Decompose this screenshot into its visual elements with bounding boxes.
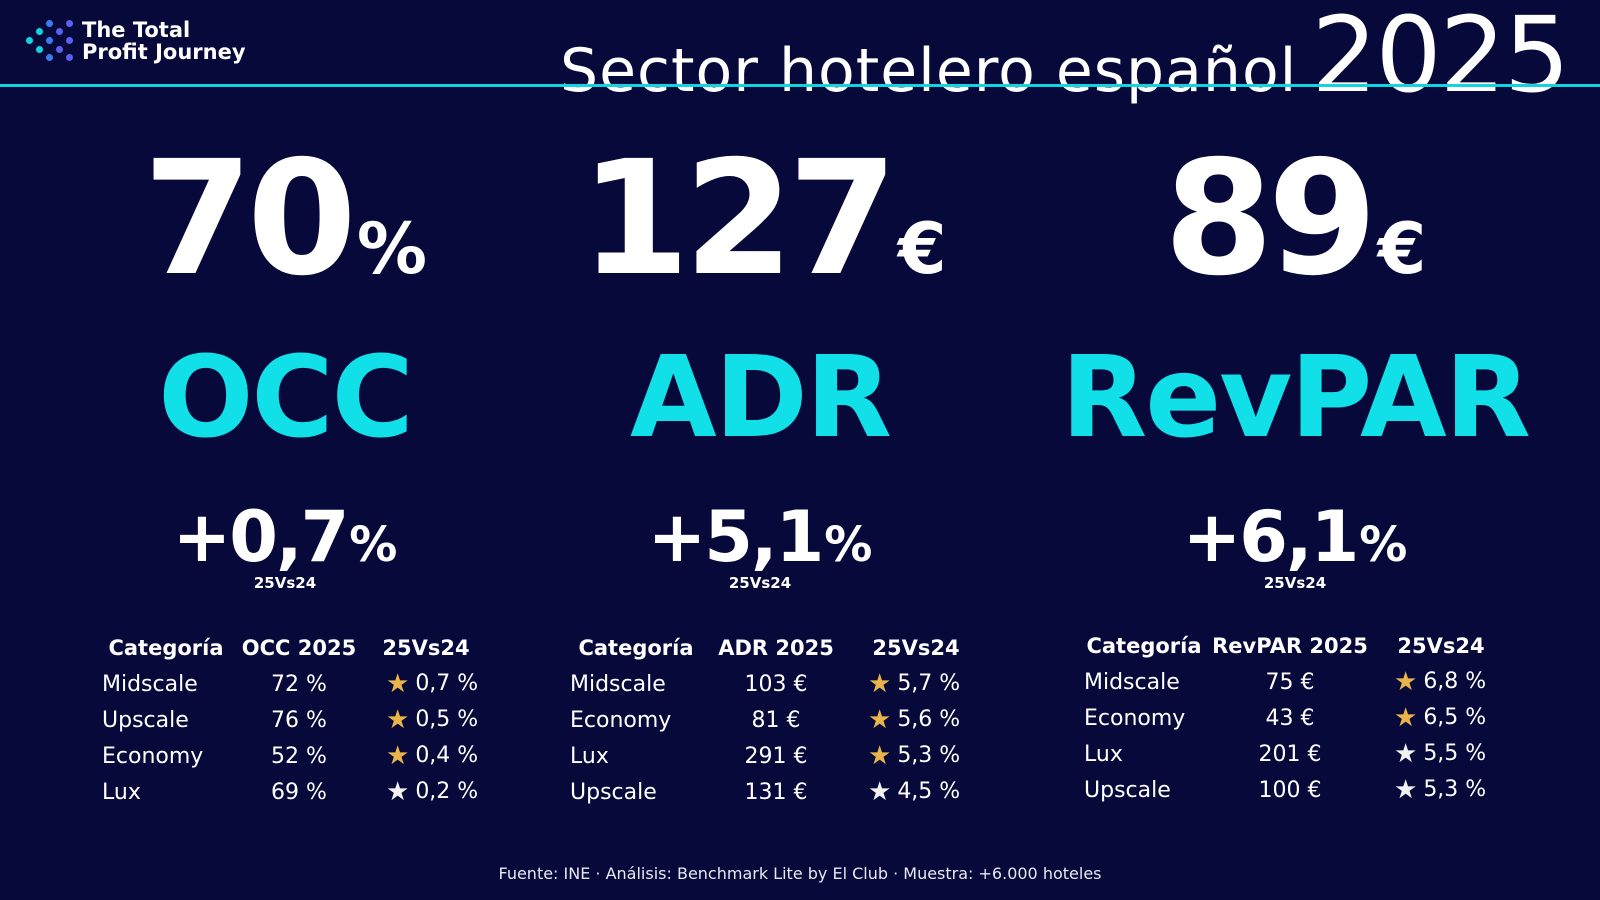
metric-change: +5,1% xyxy=(647,496,873,578)
star-icon: ★ xyxy=(386,741,410,771)
star-icon: ★ xyxy=(386,777,410,807)
metric-label: ADR xyxy=(630,333,892,463)
table-row: Upscale 131 € ★ 4,5 % xyxy=(570,777,961,807)
table-header: ADR 2025 xyxy=(718,636,834,660)
header-divider xyxy=(0,84,1600,87)
metric-compare: 25Vs24 xyxy=(253,574,317,592)
table-header: 25Vs24 xyxy=(1397,634,1485,658)
metric-compare: 25Vs24 xyxy=(1263,574,1327,592)
occ-category-table: Categoría OCC 2025 25Vs24 Midscale 72 % ★ 0… xyxy=(98,636,488,810)
table-header: 25Vs24 xyxy=(382,636,470,660)
brand-line-1: The Total xyxy=(82,18,191,42)
table-header-row: Categoría RevPAR 2025 25Vs24 xyxy=(1080,634,1510,664)
source-footer: Fuente: INE · Análisis: Benchmark Lite b… xyxy=(498,864,1102,883)
revpar-category-table: Categoría RevPAR 2025 25Vs24 Midscale 75 … xyxy=(1080,634,1510,808)
star-icon: ★ xyxy=(868,669,892,699)
table-row: Midscale 75 € ★ 6,8 % xyxy=(1084,667,1487,697)
brand-line-2: Profit Journey xyxy=(82,40,246,64)
metric-compare: 25Vs24 xyxy=(728,574,792,592)
table-row: Lux 291 € ★ 5,3 % xyxy=(570,741,961,771)
star-icon: ★ xyxy=(386,705,410,735)
metric-value: 127€ xyxy=(580,127,947,311)
table-row: Economy 43 € ★ 6,5 % xyxy=(1084,703,1487,733)
metric-value: 89€ xyxy=(1163,127,1427,311)
star-icon: ★ xyxy=(386,669,410,699)
star-icon: ★ xyxy=(1394,739,1418,769)
table-header: Categoría xyxy=(578,636,694,660)
dots-logo-icon xyxy=(22,18,74,64)
page-title-text: Sector hotelero español xyxy=(560,36,1298,106)
star-icon: ★ xyxy=(1394,667,1418,697)
star-icon: ★ xyxy=(1394,703,1418,733)
table-row: Upscale 100 € ★ 5,3 % xyxy=(1084,775,1487,805)
metric-label: RevPAR xyxy=(1061,333,1531,463)
metric-label: OCC xyxy=(158,333,414,463)
table-header-row: Categoría ADR 2025 25Vs24 xyxy=(566,636,986,666)
table-header-row: Categoría OCC 2025 25Vs24 xyxy=(98,636,488,666)
metric-change: +0,7% xyxy=(172,496,398,578)
star-icon: ★ xyxy=(868,777,892,807)
metric-revpar: 89€ RevPAR +6,1% 25Vs24 xyxy=(1030,140,1560,592)
table-row: Lux 69 % ★ 0,2 % xyxy=(102,777,479,807)
metric-value: 70% xyxy=(142,127,427,311)
table-header: OCC 2025 xyxy=(241,636,357,660)
star-icon: ★ xyxy=(1394,775,1418,805)
table-row: Lux 201 € ★ 5,5 % xyxy=(1084,739,1487,769)
metric-change: +6,1% xyxy=(1182,496,1408,578)
metric-adr: 127€ ADR +5,1% 25Vs24 xyxy=(580,127,947,592)
table-row: Economy 52 % ★ 0,4 % xyxy=(102,741,479,771)
table-header: Categoría xyxy=(1086,634,1202,658)
table-header: Categoría xyxy=(108,636,224,660)
table-row: Midscale 103 € ★ 5,7 % xyxy=(570,669,961,699)
brand-logo: The Total Profit Journey xyxy=(22,18,246,64)
page-title: Sector hotelero español 2025 xyxy=(560,0,1570,116)
star-icon: ★ xyxy=(868,741,892,771)
star-icon: ★ xyxy=(868,705,892,735)
table-header: 25Vs24 xyxy=(872,636,960,660)
table-row: Economy 81 € ★ 5,6 % xyxy=(570,705,961,735)
table-header: RevPAR 2025 xyxy=(1212,634,1368,658)
table-row: Upscale 76 % ★ 0,5 % xyxy=(102,705,479,735)
page-title-year: 2025 xyxy=(1311,0,1570,116)
table-row: Midscale 72 % ★ 0,7 % xyxy=(102,669,479,699)
adr-category-table: Categoría ADR 2025 25Vs24 Midscale 103 € ★… xyxy=(566,636,986,810)
metric-occ: 70% OCC +0,7% 25Vs24 xyxy=(110,140,460,592)
brand-name: The Total Profit Journey xyxy=(82,19,246,63)
